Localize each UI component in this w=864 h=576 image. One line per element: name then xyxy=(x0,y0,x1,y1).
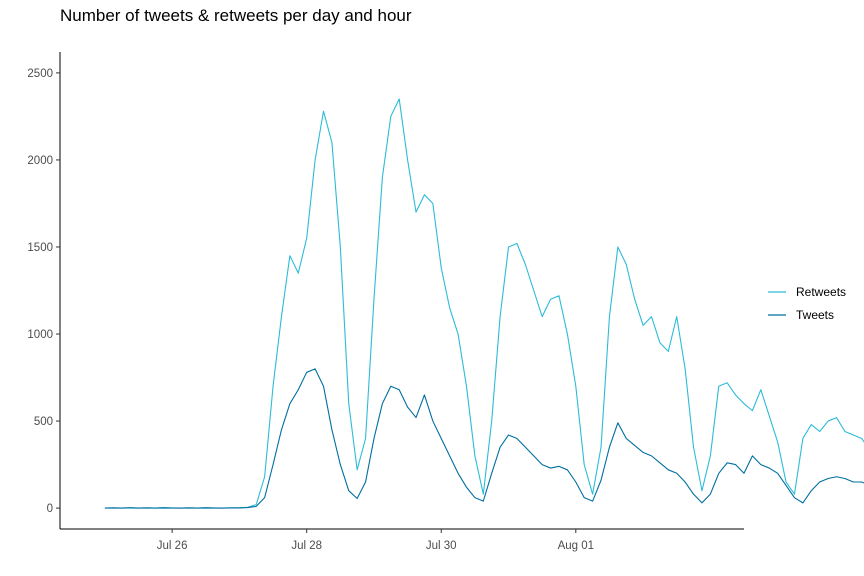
x-tick-label: Jul 26 xyxy=(157,540,188,552)
y-tick-label: 1000 xyxy=(27,329,53,341)
plot-area xyxy=(104,98,864,509)
y-tick-label: 2500 xyxy=(27,68,53,80)
chart-title: Number of tweets & retweets per day and … xyxy=(60,6,412,25)
axes: 0 500 1000 1500 2000 2500 Jul 26 Jul 28 Jul 30 Au… xyxy=(27,52,744,552)
legend: Retweets Tweets xyxy=(768,285,846,322)
series-line-tweets xyxy=(104,368,864,509)
y-tick-label: 0 xyxy=(47,503,53,515)
y-tick-label: 1500 xyxy=(27,242,53,254)
legend-label-retweets: Retweets xyxy=(796,285,846,299)
x-tick-label: Jul 28 xyxy=(291,540,322,552)
legend-label-tweets: Tweets xyxy=(796,308,834,322)
y-tick-label: 500 xyxy=(34,416,53,428)
y-tick-label: 2000 xyxy=(27,155,53,167)
x-tick-label: Jul 30 xyxy=(426,540,457,552)
series-line-retweets xyxy=(104,98,864,509)
x-tick-label: Aug 01 xyxy=(558,540,594,552)
